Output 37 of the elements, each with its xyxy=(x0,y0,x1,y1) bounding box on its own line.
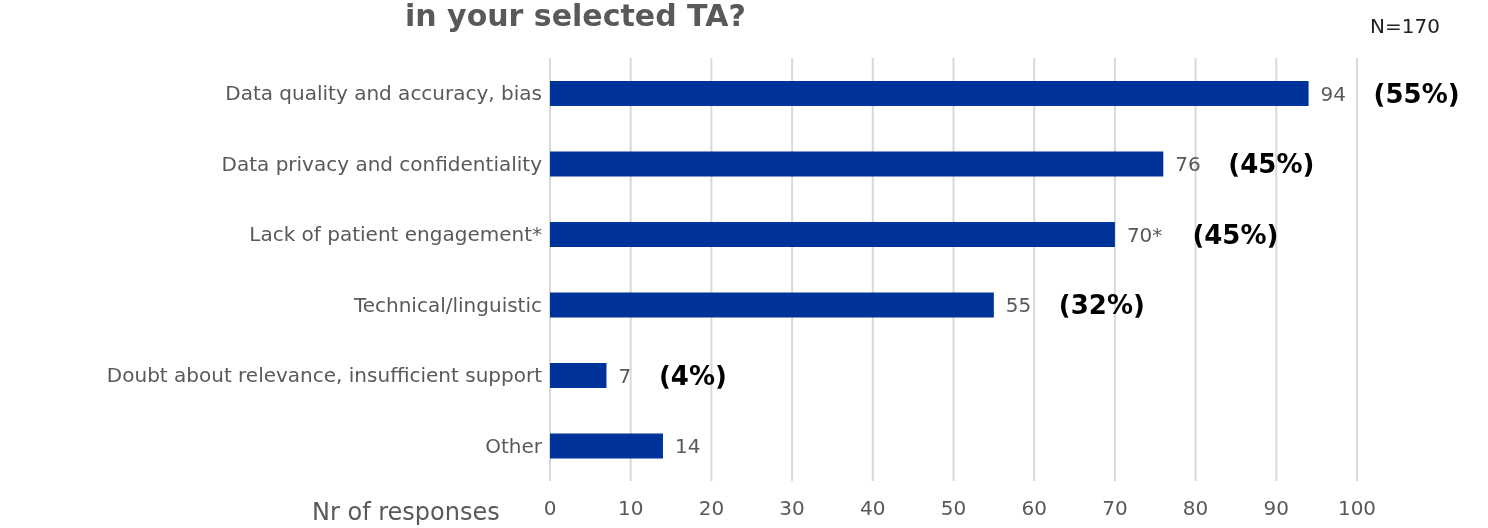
data-label: 55 xyxy=(1005,293,1032,317)
annotation: (45%) xyxy=(1192,219,1279,250)
y-tick-label: Data privacy and confidentiality xyxy=(221,151,543,176)
annotation: (32%) xyxy=(1058,290,1145,321)
x-tick-label: 30 xyxy=(779,496,805,521)
y-tick-label: Data quality and accuracy, bias xyxy=(225,81,542,106)
data-label: 14 xyxy=(674,434,701,458)
x-tick-label: 50 xyxy=(940,496,967,521)
bar xyxy=(550,222,1115,247)
x-tick-label: 20 xyxy=(698,496,725,521)
y-tick-label: Lack of patient engagement* xyxy=(249,222,542,247)
y-tick-label: Doubt about relevance, insufficient support xyxy=(106,363,543,388)
x-tick-label: 40 xyxy=(860,496,886,521)
data-label: 94 xyxy=(1320,81,1347,106)
annotation: (4%) xyxy=(658,360,727,391)
chart-title: in your selected TA? xyxy=(405,0,746,33)
data-label: 70* xyxy=(1126,222,1163,247)
data-label: 7 xyxy=(618,363,632,388)
x-axis-title: Nr of responses xyxy=(312,498,500,526)
bar xyxy=(550,292,994,318)
bar xyxy=(550,151,1164,177)
x-tick-label: 10 xyxy=(617,496,644,521)
x-tick-label: 60 xyxy=(1021,496,1047,521)
x-tick-label: 100 xyxy=(1337,496,1377,521)
annotation: (45%) xyxy=(1228,149,1315,180)
y-tick-label: Technical/linguistic xyxy=(352,292,542,317)
x-tick-label: 90 xyxy=(1263,496,1290,521)
x-tick-label: 70 xyxy=(1102,496,1128,521)
text: N=170 xyxy=(1370,14,1440,38)
y-tick-label: Other xyxy=(485,433,543,458)
x-tick-label: 80 xyxy=(1182,496,1209,521)
bar xyxy=(550,363,607,388)
bar xyxy=(550,81,1309,106)
data-label: 76 xyxy=(1175,152,1201,176)
text: (55%) xyxy=(1373,78,1460,109)
bar xyxy=(550,433,663,459)
x-tick-label: 0 xyxy=(543,496,557,521)
